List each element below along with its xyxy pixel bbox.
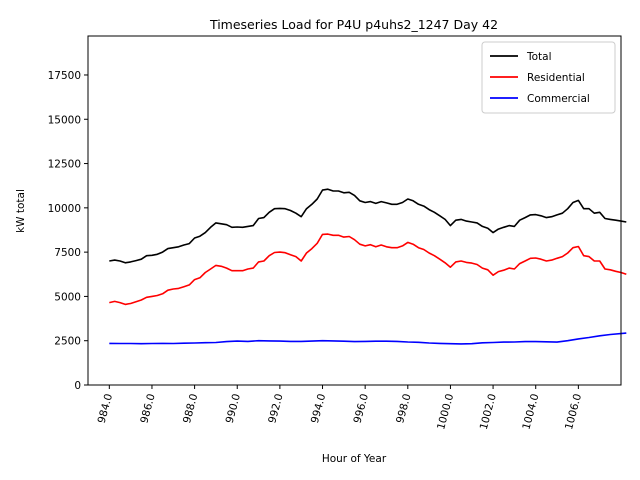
y-tick-label: 2500 bbox=[54, 336, 81, 348]
series-line-total bbox=[109, 188, 627, 264]
y-axis-label: kW total bbox=[15, 189, 27, 233]
y-tick-label: 0 bbox=[74, 380, 81, 392]
y-tick-label: 10000 bbox=[48, 203, 81, 215]
legend-label-commercial: Commercial bbox=[527, 93, 590, 105]
legend-label-total: Total bbox=[526, 51, 552, 63]
y-tick-label: 7500 bbox=[54, 247, 81, 259]
y-tick-label: 15000 bbox=[48, 114, 81, 126]
legend-label-residential: Residential bbox=[527, 72, 585, 84]
series-line-residential bbox=[109, 233, 627, 306]
chart-title: Timeseries Load for P4U p4uhs2_1247 Day … bbox=[209, 17, 498, 32]
x-axis-label: Hour of Year bbox=[322, 453, 387, 465]
series-line-commercial bbox=[109, 332, 627, 345]
legend: Total Residential Commercial bbox=[481, 41, 616, 114]
series-layer bbox=[109, 188, 627, 345]
y-tick-label: 17500 bbox=[48, 70, 81, 82]
legend-box bbox=[481, 41, 616, 114]
y-tick-label: 5000 bbox=[54, 291, 81, 303]
y-axis-ticks: 0 2500 5000 7500 10000 12500 15000 17500 bbox=[48, 70, 88, 392]
plot-area-frame bbox=[87, 35, 622, 386]
y-tick-label: 12500 bbox=[48, 159, 81, 171]
